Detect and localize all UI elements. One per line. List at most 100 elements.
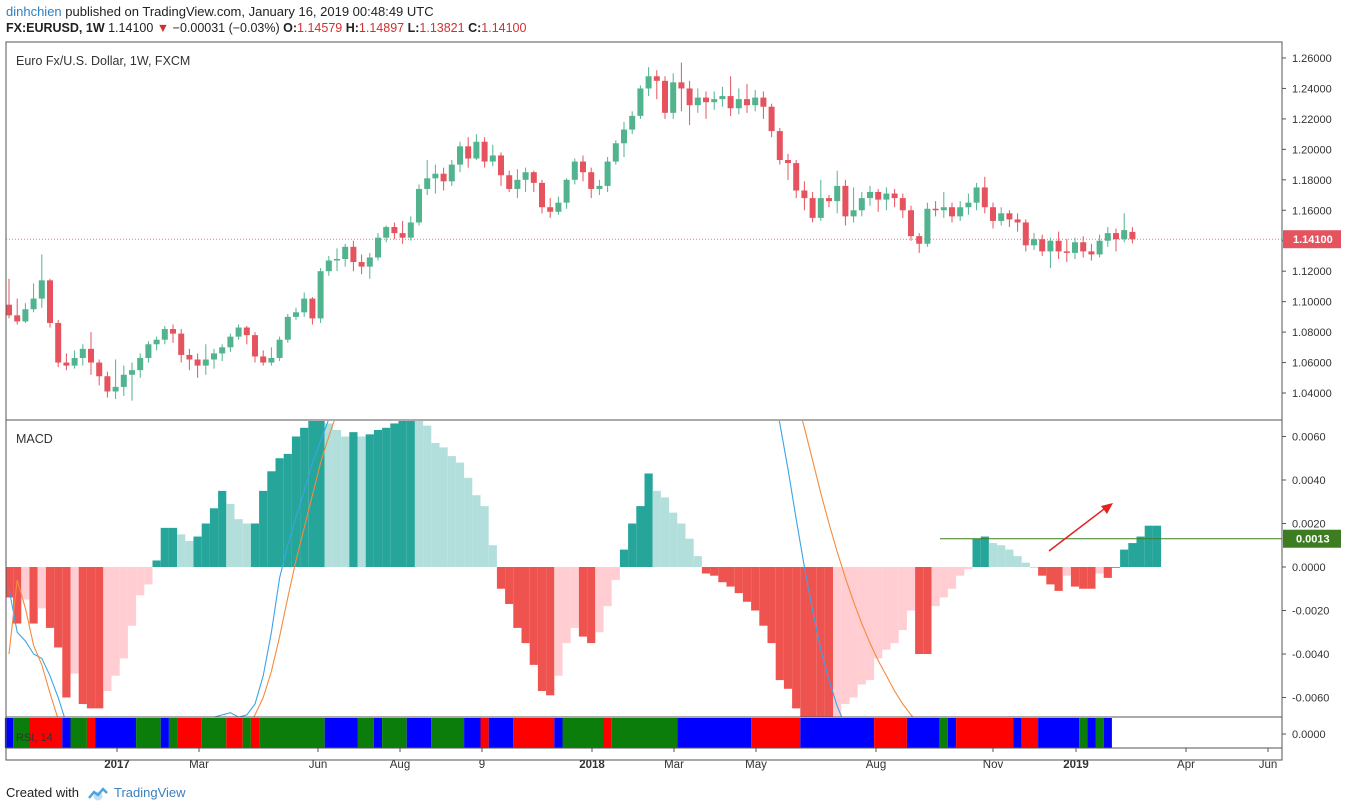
candle[interactable] bbox=[801, 181, 808, 211]
candle[interactable] bbox=[96, 359, 103, 386]
candle[interactable] bbox=[1022, 219, 1029, 252]
candle[interactable] bbox=[416, 184, 422, 226]
candle[interactable] bbox=[596, 179, 603, 196]
candle[interactable] bbox=[990, 202, 996, 229]
candle[interactable] bbox=[170, 324, 176, 343]
candle[interactable] bbox=[383, 225, 390, 243]
candle[interactable] bbox=[506, 170, 513, 192]
candle[interactable] bbox=[711, 91, 718, 110]
candle[interactable] bbox=[793, 160, 800, 199]
candle[interactable] bbox=[809, 192, 816, 223]
candle[interactable] bbox=[908, 205, 914, 241]
candle[interactable] bbox=[932, 201, 939, 217]
candle[interactable] bbox=[1039, 234, 1046, 256]
candle[interactable] bbox=[744, 83, 750, 113]
candle[interactable] bbox=[481, 137, 488, 168]
candle[interactable] bbox=[334, 248, 340, 272]
candle[interactable] bbox=[38, 254, 45, 308]
candle[interactable] bbox=[621, 121, 627, 157]
candle[interactable] bbox=[71, 350, 78, 369]
candle[interactable] bbox=[399, 220, 406, 244]
author-link[interactable]: dinhchien bbox=[6, 4, 62, 19]
candle[interactable] bbox=[957, 201, 964, 221]
candle[interactable] bbox=[686, 80, 693, 125]
candle[interactable] bbox=[858, 192, 865, 217]
candle[interactable] bbox=[629, 111, 636, 135]
candle[interactable] bbox=[211, 348, 217, 369]
candle[interactable] bbox=[268, 347, 275, 366]
candle[interactable] bbox=[194, 353, 201, 378]
candle[interactable] bbox=[120, 365, 127, 397]
candle[interactable] bbox=[366, 252, 373, 279]
candle[interactable] bbox=[776, 128, 783, 165]
candle[interactable] bbox=[186, 348, 193, 371]
candle[interactable] bbox=[637, 85, 644, 119]
candle[interactable] bbox=[514, 169, 521, 199]
candle[interactable] bbox=[1104, 227, 1111, 247]
candle[interactable] bbox=[883, 187, 890, 211]
candle[interactable] bbox=[867, 185, 873, 206]
candle[interactable] bbox=[260, 350, 267, 366]
candle[interactable] bbox=[842, 179, 849, 226]
candle[interactable] bbox=[1031, 233, 1037, 250]
candle[interactable] bbox=[670, 73, 677, 119]
candle[interactable] bbox=[1063, 239, 1070, 263]
candle[interactable] bbox=[965, 193, 972, 215]
candle[interactable] bbox=[727, 76, 734, 116]
candle[interactable] bbox=[498, 152, 504, 186]
candle[interactable] bbox=[1006, 210, 1013, 228]
candle[interactable] bbox=[1096, 234, 1103, 258]
candle[interactable] bbox=[1113, 228, 1119, 252]
candle[interactable] bbox=[719, 86, 726, 107]
candle[interactable] bbox=[407, 216, 414, 241]
candle[interactable] bbox=[424, 160, 431, 196]
candle[interactable] bbox=[588, 167, 595, 199]
candle[interactable] bbox=[899, 193, 906, 218]
candle[interactable] bbox=[227, 333, 234, 352]
candle[interactable] bbox=[30, 283, 37, 313]
candle[interactable] bbox=[580, 155, 586, 182]
candle[interactable] bbox=[88, 332, 94, 375]
candle[interactable] bbox=[735, 88, 742, 115]
candle[interactable] bbox=[6, 278, 12, 319]
candle[interactable] bbox=[350, 240, 357, 272]
candle[interactable] bbox=[678, 62, 685, 112]
candle[interactable] bbox=[653, 70, 660, 100]
candle[interactable] bbox=[924, 202, 931, 247]
candle[interactable] bbox=[137, 353, 144, 378]
candle[interactable] bbox=[1121, 213, 1128, 243]
candle[interactable] bbox=[973, 182, 980, 211]
candle[interactable] bbox=[604, 156, 611, 192]
candle[interactable] bbox=[301, 292, 308, 317]
candle[interactable] bbox=[489, 144, 496, 167]
candle[interactable] bbox=[129, 362, 135, 401]
candle[interactable] bbox=[55, 319, 62, 368]
candle[interactable] bbox=[1080, 236, 1087, 258]
candle[interactable] bbox=[998, 207, 1005, 226]
candle[interactable] bbox=[112, 359, 119, 400]
candle[interactable] bbox=[694, 88, 701, 113]
candle[interactable] bbox=[47, 278, 53, 328]
candle[interactable] bbox=[1055, 231, 1062, 259]
candle[interactable] bbox=[768, 103, 775, 138]
candle[interactable] bbox=[284, 313, 291, 343]
candle[interactable] bbox=[834, 170, 841, 214]
candle[interactable] bbox=[325, 255, 332, 276]
trend-arrow[interactable] bbox=[1048, 503, 1113, 552]
candle[interactable] bbox=[949, 202, 955, 223]
tradingview-link[interactable]: TradingView bbox=[114, 785, 186, 800]
candle[interactable] bbox=[612, 140, 619, 165]
candle[interactable] bbox=[752, 89, 759, 112]
candle[interactable] bbox=[1129, 227, 1136, 244]
candle[interactable] bbox=[571, 158, 578, 185]
candle[interactable] bbox=[1047, 237, 1054, 269]
candle[interactable] bbox=[22, 303, 29, 323]
candle[interactable] bbox=[457, 141, 463, 173]
candle[interactable] bbox=[432, 164, 439, 194]
candle[interactable] bbox=[645, 67, 652, 97]
candle[interactable] bbox=[850, 187, 857, 223]
candle[interactable] bbox=[1072, 237, 1078, 259]
candle[interactable] bbox=[235, 324, 242, 340]
candle[interactable] bbox=[703, 91, 709, 119]
candle[interactable] bbox=[875, 188, 882, 212]
